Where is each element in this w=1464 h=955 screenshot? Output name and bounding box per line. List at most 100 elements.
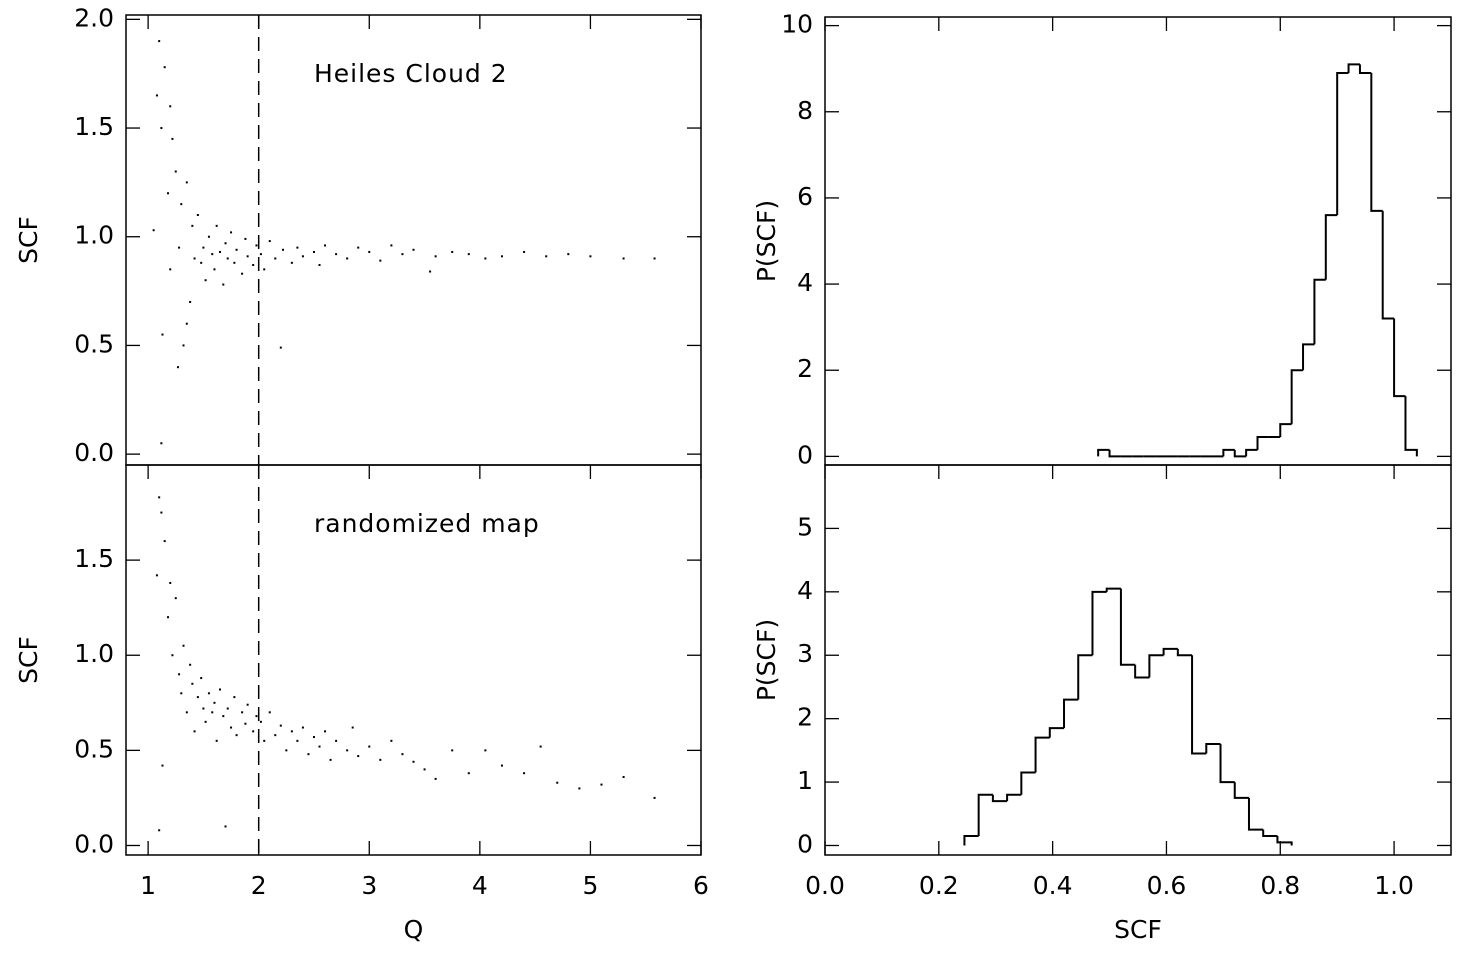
y-axis-label: P(SCF) xyxy=(752,200,781,282)
data-point xyxy=(182,644,185,647)
data-point xyxy=(171,137,174,140)
y-tick-label: 4 xyxy=(797,268,813,297)
histogram-bin xyxy=(1404,396,1418,457)
data-point xyxy=(230,726,233,729)
data-point xyxy=(282,248,285,251)
data-point xyxy=(222,715,225,718)
y-tick-label: 0.0 xyxy=(74,829,114,858)
data-point xyxy=(312,736,315,739)
histogram-bin xyxy=(1262,829,1278,837)
plot-frame xyxy=(824,16,1452,466)
data-point xyxy=(255,715,258,718)
data-point xyxy=(158,496,161,499)
data-point xyxy=(252,730,255,733)
data-point xyxy=(200,677,203,680)
data-point xyxy=(290,261,293,264)
x-tick-label: 6 xyxy=(693,871,709,900)
data-point xyxy=(622,776,625,778)
data-point xyxy=(202,707,205,710)
data-point xyxy=(301,255,304,258)
data-point xyxy=(204,279,207,282)
data-point xyxy=(244,722,247,725)
data-point xyxy=(169,105,172,108)
data-point xyxy=(329,758,332,761)
data-point xyxy=(545,255,548,258)
data-point xyxy=(230,231,233,234)
histogram-bin xyxy=(1006,793,1022,802)
x-tick-label: 5 xyxy=(582,871,598,900)
data-point xyxy=(484,257,487,260)
histogram-bin xyxy=(1108,449,1121,458)
data-point xyxy=(211,711,214,714)
data-point xyxy=(185,711,188,714)
y-tick-label: 2 xyxy=(797,703,813,732)
data-point xyxy=(653,796,656,799)
histogram-bin xyxy=(1020,771,1036,795)
data-point xyxy=(451,250,454,253)
histogram-bin xyxy=(1148,654,1164,678)
data-point xyxy=(178,246,181,249)
histogram-bin xyxy=(1313,278,1326,345)
data-point xyxy=(259,720,262,723)
data-point xyxy=(401,753,404,756)
data-point xyxy=(523,772,526,775)
data-point xyxy=(207,235,210,238)
data-point xyxy=(390,244,393,247)
y-tick-label: 0 xyxy=(797,440,813,469)
histogram-bin xyxy=(1279,423,1292,437)
data-point xyxy=(196,214,199,216)
annotation: Heiles Cloud 2 xyxy=(314,59,508,88)
y-axis-label: SCF xyxy=(14,216,43,264)
plot-frame xyxy=(125,464,702,856)
x-tick-label: 0.4 xyxy=(1033,871,1073,900)
data-point xyxy=(412,760,415,763)
y-tick-label: 5 xyxy=(797,512,813,541)
y-tick-label: 1.0 xyxy=(74,221,114,250)
histogram-bin xyxy=(1162,647,1178,656)
data-point xyxy=(233,261,236,264)
data-point xyxy=(401,253,404,256)
data-point xyxy=(163,66,166,69)
data-point xyxy=(255,244,258,247)
x-tick-label: 0.2 xyxy=(919,871,959,900)
histogram-bin xyxy=(1302,343,1315,371)
y-tick-label: 1 xyxy=(797,766,813,795)
data-point xyxy=(235,248,238,251)
data-point xyxy=(211,253,214,256)
y-tick-label: 1.0 xyxy=(74,639,114,668)
data-point xyxy=(268,711,271,714)
x-tick-label: 3 xyxy=(361,871,377,900)
data-point xyxy=(161,764,164,767)
data-point xyxy=(290,730,293,733)
data-point xyxy=(160,127,163,130)
data-point xyxy=(152,229,155,232)
y-tick-label: 3 xyxy=(797,639,813,668)
data-point xyxy=(346,749,349,752)
data-point xyxy=(324,244,327,247)
y-tick-label: 0.0 xyxy=(74,438,114,467)
histogram-bin xyxy=(1048,727,1065,738)
y-tick-label: 0 xyxy=(797,829,813,858)
y-tick-label: 8 xyxy=(797,96,813,125)
data-point xyxy=(274,257,277,260)
data-point xyxy=(567,253,570,256)
histogram-bin xyxy=(963,834,979,846)
data-point xyxy=(215,224,218,227)
data-point xyxy=(539,745,542,748)
y-axis-label: SCF xyxy=(14,636,43,684)
y-tick-label: 2 xyxy=(797,354,813,383)
y-tick-label: 6 xyxy=(797,182,813,211)
histogram-bin xyxy=(1063,698,1079,729)
data-point xyxy=(500,764,503,767)
data-point xyxy=(346,257,349,260)
data-point xyxy=(196,696,199,699)
data-point xyxy=(233,696,236,699)
data-point xyxy=(158,40,161,43)
data-point xyxy=(191,224,194,227)
data-point xyxy=(301,726,304,729)
data-point xyxy=(222,283,225,286)
data-point xyxy=(167,192,170,195)
x-axis-label: SCF xyxy=(1114,915,1162,944)
data-point xyxy=(556,781,559,784)
data-point xyxy=(169,581,172,584)
